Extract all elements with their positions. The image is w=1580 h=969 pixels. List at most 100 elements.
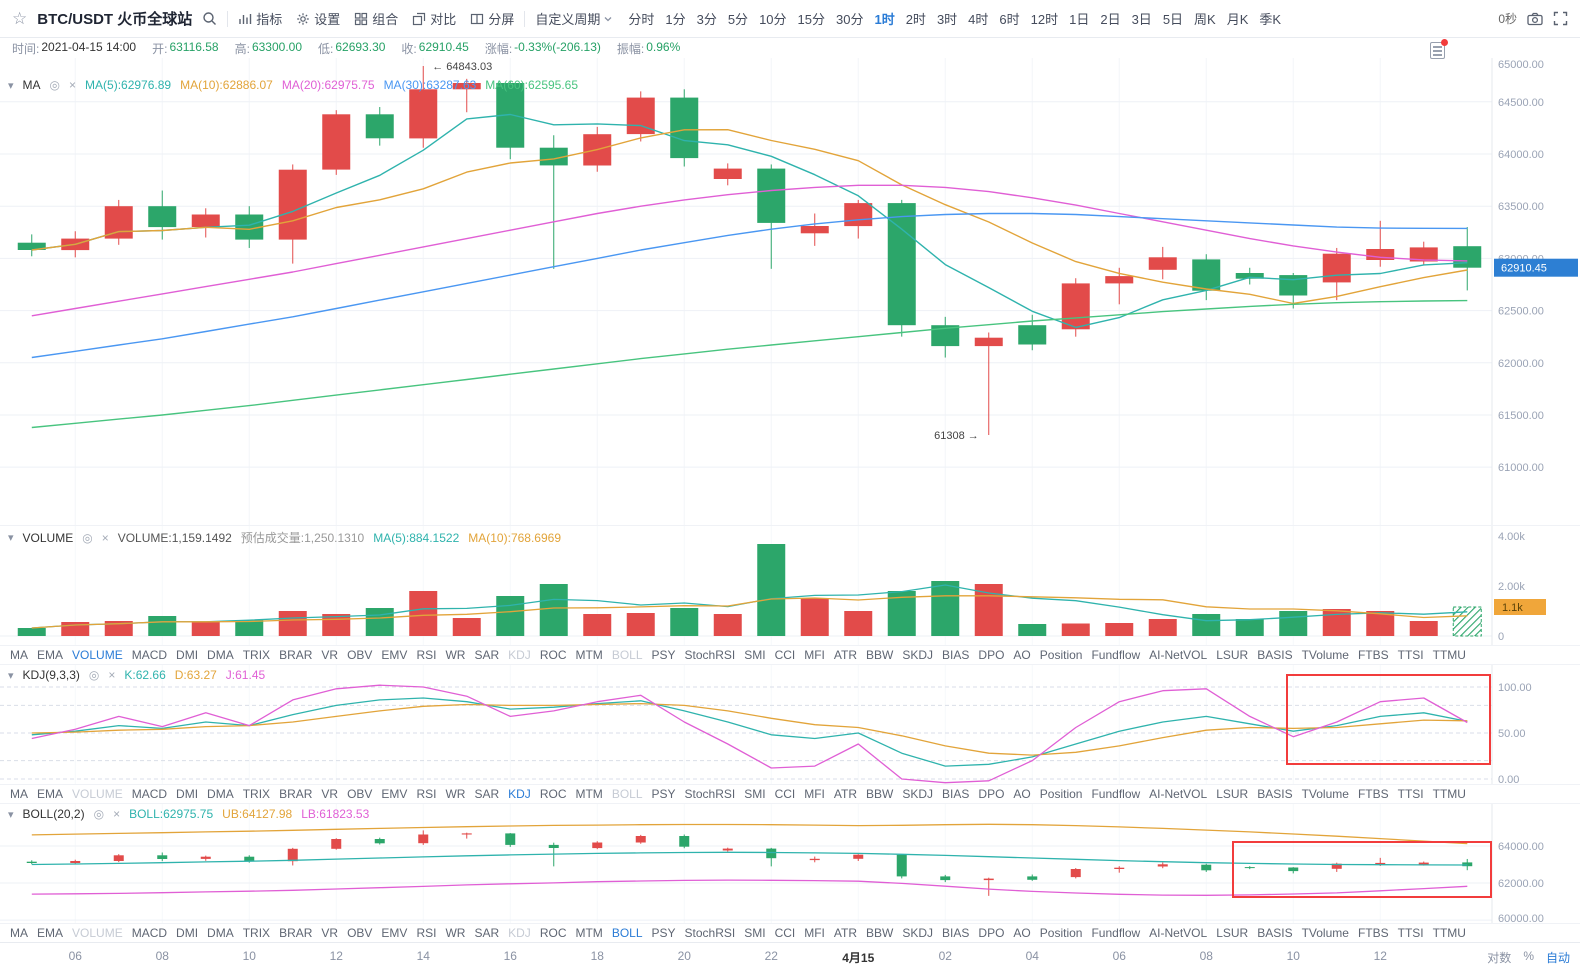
indicator-tab-kdj[interactable]: KDJ: [508, 648, 531, 662]
close-icon[interactable]: ×: [113, 807, 121, 821]
indicator-tab-stochrsi[interactable]: StochRSI: [684, 787, 736, 801]
indicator-tab-wr[interactable]: WR: [445, 926, 466, 940]
indicator-tab-ttsi[interactable]: TTSI: [1397, 648, 1424, 662]
indicator-tab-ttmu[interactable]: TTMU: [1432, 926, 1466, 940]
timeframe-button[interactable]: 5日: [1162, 12, 1184, 27]
indicator-tab-dpo[interactable]: DPO: [978, 926, 1005, 940]
indicator-tab-mfi[interactable]: MFI: [804, 787, 825, 801]
indicator-tab-ttmu[interactable]: TTMU: [1432, 787, 1466, 801]
axis-option-%[interactable]: %: [1523, 949, 1534, 963]
indicator-tab-ai-netvol[interactable]: AI-NetVOL: [1149, 787, 1208, 801]
indicator-tab-vr[interactable]: VR: [321, 787, 339, 801]
indicator-tab-ttsi[interactable]: TTSI: [1397, 787, 1424, 801]
indicator-tab-stochrsi[interactable]: StochRSI: [684, 926, 736, 940]
indicator-tab-lsur[interactable]: LSUR: [1216, 648, 1249, 662]
indicator-tab-bbw[interactable]: BBW: [866, 926, 894, 940]
favorite-star-icon[interactable]: ☆: [12, 8, 28, 28]
close-icon[interactable]: ×: [69, 78, 77, 92]
indicator-tab-mfi[interactable]: MFI: [804, 926, 825, 940]
indicator-tab-boll[interactable]: BOLL: [611, 926, 643, 940]
indicator-tab-position[interactable]: Position: [1039, 648, 1083, 662]
indicator-tab-bias[interactable]: BIAS: [942, 648, 970, 662]
indicator-tab-lsur[interactable]: LSUR: [1216, 787, 1249, 801]
indicator-tab-smi[interactable]: SMI: [744, 648, 766, 662]
indicator-tab-kdj[interactable]: KDJ: [508, 926, 531, 940]
indicator-tab-ema[interactable]: EMA: [37, 648, 64, 662]
indicator-tab-ma[interactable]: MA: [10, 648, 28, 662]
indicator-tab-cci[interactable]: CCI: [774, 648, 796, 662]
indicator-tab-tvolume[interactable]: TVolume: [1301, 926, 1349, 940]
collapse-icon[interactable]: ▾: [8, 669, 14, 682]
indicator-tab-trix[interactable]: TRIX: [242, 926, 271, 940]
tool-indicator[interactable]: 指标: [238, 9, 282, 28]
indicator-tab-dmi[interactable]: DMI: [176, 787, 199, 801]
indicator-tab-ao[interactable]: AO: [1013, 926, 1031, 940]
indicator-tab-volume[interactable]: VOLUME: [72, 648, 123, 662]
indicator-tab-ema[interactable]: EMA: [37, 926, 64, 940]
timeframe-button[interactable]: 5分: [727, 12, 749, 27]
indicator-tab-macd[interactable]: MACD: [131, 926, 168, 940]
indicator-tab-sar[interactable]: SAR: [474, 648, 500, 662]
indicator-tab-rsi[interactable]: RSI: [416, 787, 437, 801]
indicator-tab-brar[interactable]: BRAR: [279, 648, 313, 662]
indicator-tab-trix[interactable]: TRIX: [242, 787, 271, 801]
indicator-tab-wr[interactable]: WR: [445, 787, 466, 801]
indicator-tab-ma[interactable]: MA: [10, 926, 28, 940]
indicator-tab-mtm[interactable]: MTM: [575, 648, 603, 662]
indicator-tab-obv[interactable]: OBV: [347, 787, 373, 801]
indicator-tab-skdj[interactable]: SKDJ: [902, 926, 934, 940]
indicator-tab-skdj[interactable]: SKDJ: [902, 648, 934, 662]
indicator-tab-emv[interactable]: EMV: [381, 648, 408, 662]
timeframe-button[interactable]: 1分: [665, 12, 686, 27]
indicator-tab-ai-netvol[interactable]: AI-NetVOL: [1149, 926, 1208, 940]
collapse-icon[interactable]: ▾: [8, 79, 14, 92]
time-axis[interactable]: 06 08 10 12 14 16 18 20 22 4月15 02 04 06 08 10 12 对数% 自动: [0, 942, 1580, 969]
indicator-tab-position[interactable]: Position: [1039, 926, 1083, 940]
timeframe-button[interactable]: 周K: [1194, 12, 1216, 27]
volume-chart-svg[interactable]: 4.00k 2.00k 0 1.1k: [0, 526, 1580, 645]
timeframe-button[interactable]: 季K: [1259, 12, 1282, 27]
indicator-tab-bias[interactable]: BIAS: [942, 787, 970, 801]
collapse-icon[interactable]: ▾: [8, 532, 14, 544]
timeframe-button[interactable]: 15分: [797, 12, 825, 27]
axis-option-对数[interactable]: 对数: [1487, 951, 1512, 965]
indicator-tab-fundflow[interactable]: Fundflow: [1091, 648, 1141, 662]
indicator-tab-dpo[interactable]: DPO: [978, 787, 1005, 801]
indicator-tab-vr[interactable]: VR: [321, 926, 339, 940]
indicator-tab-cci[interactable]: CCI: [774, 926, 796, 940]
indicator-tab-rsi[interactable]: RSI: [416, 926, 437, 940]
indicator-tab-wr[interactable]: WR: [445, 648, 466, 662]
timeframe-button[interactable]: 2时: [905, 12, 926, 27]
indicator-tab-ao[interactable]: AO: [1013, 648, 1031, 662]
indicator-tab-psy[interactable]: PSY: [651, 926, 676, 940]
indicator-tab-ma[interactable]: MA: [10, 787, 28, 801]
indicator-tab-obv[interactable]: OBV: [347, 648, 373, 662]
indicator-tab-boll[interactable]: BOLL: [611, 648, 643, 662]
settings-icon[interactable]: ◎: [93, 807, 105, 821]
indicator-tab-tvolume[interactable]: TVolume: [1301, 648, 1349, 662]
indicator-tab-dmi[interactable]: DMI: [176, 648, 199, 662]
indicator-tab-mfi[interactable]: MFI: [804, 648, 825, 662]
fullscreen-icon[interactable]: [1553, 11, 1568, 26]
indicator-tab-rsi[interactable]: RSI: [416, 648, 437, 662]
indicator-tab-dma[interactable]: DMA: [207, 926, 234, 940]
indicator-tab-emv[interactable]: EMV: [381, 787, 408, 801]
tool-split[interactable]: 分屏: [470, 9, 514, 28]
indicator-tab-stochrsi[interactable]: StochRSI: [684, 648, 736, 662]
indicator-tab-vr[interactable]: VR: [321, 648, 339, 662]
timeframe-button[interactable]: 1日: [1069, 12, 1090, 27]
indicator-tab-atr[interactable]: ATR: [833, 926, 858, 940]
indicator-tab-boll[interactable]: BOLL: [611, 787, 643, 801]
tool-gear[interactable]: 设置: [296, 9, 340, 28]
indicator-tab-smi[interactable]: SMI: [744, 926, 766, 940]
timeframe-button[interactable]: 1时: [874, 12, 895, 27]
timeframe-button[interactable]: 3时: [936, 12, 958, 27]
indicator-tab-basis[interactable]: BASIS: [1257, 787, 1293, 801]
settings-icon[interactable]: ◎: [88, 668, 100, 682]
indicator-tab-dpo[interactable]: DPO: [978, 648, 1005, 662]
close-icon[interactable]: ×: [108, 668, 116, 682]
indicator-tab-dmi[interactable]: DMI: [176, 926, 199, 940]
indicator-tab-atr[interactable]: ATR: [833, 787, 858, 801]
indicator-tab-roc[interactable]: ROC: [539, 926, 567, 940]
indicator-tab-psy[interactable]: PSY: [651, 787, 676, 801]
